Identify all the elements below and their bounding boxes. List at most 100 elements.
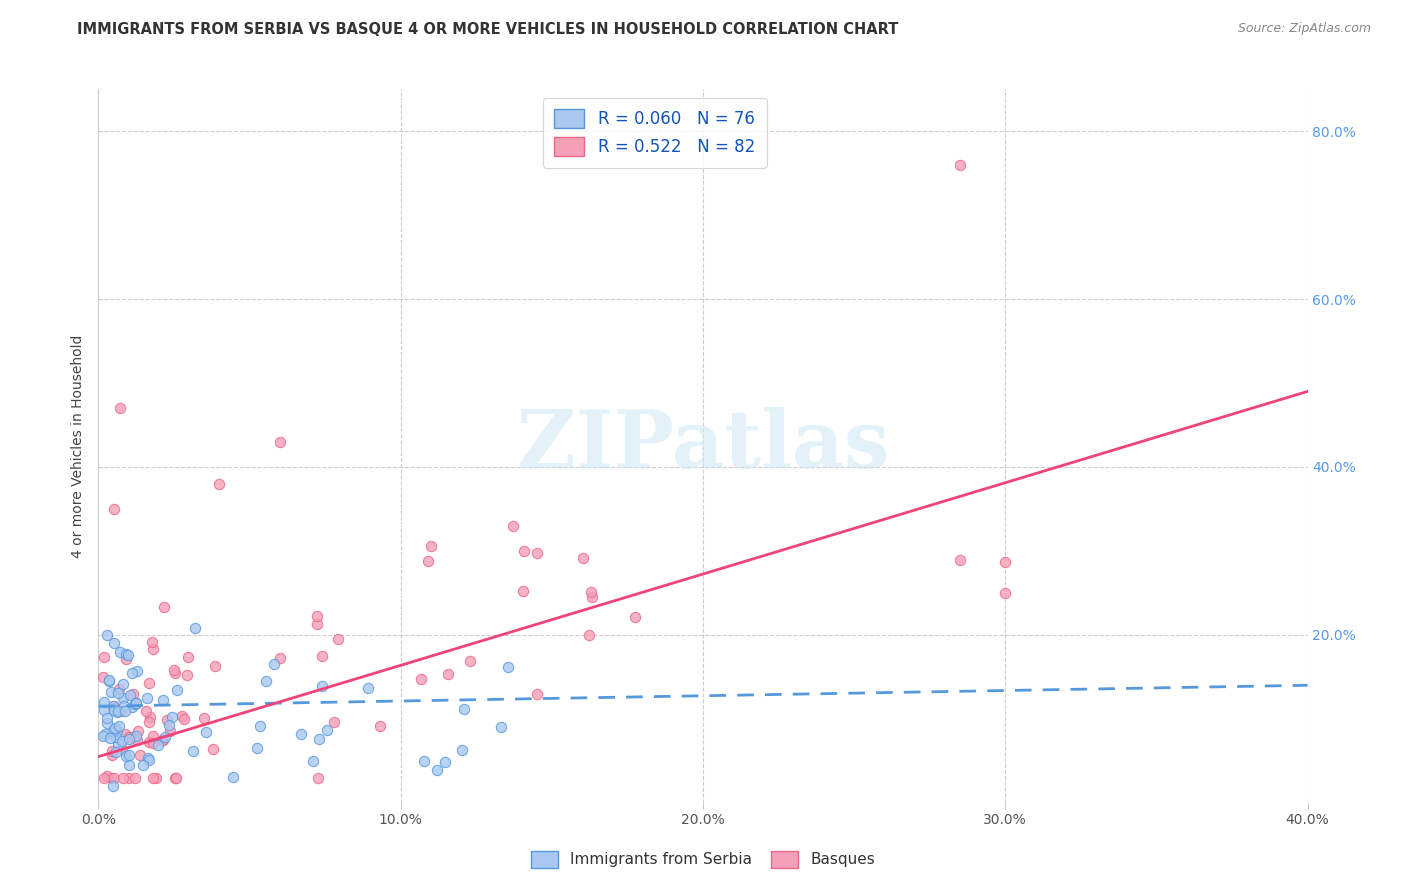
Point bbox=[419, 539, 441, 553]
Point bbox=[181, 744, 204, 758]
Point bbox=[165, 771, 187, 785]
Point bbox=[166, 682, 188, 697]
Point bbox=[526, 546, 548, 560]
Point bbox=[129, 747, 152, 762]
Point bbox=[142, 642, 165, 657]
Point bbox=[221, 770, 243, 784]
Point bbox=[101, 747, 124, 762]
Point bbox=[322, 715, 344, 730]
Point bbox=[105, 724, 128, 739]
Point bbox=[142, 771, 165, 785]
Point bbox=[176, 649, 198, 664]
Point bbox=[269, 434, 291, 449]
Point bbox=[269, 651, 291, 665]
Text: ZIPatlas: ZIPatlas bbox=[517, 407, 889, 485]
Point bbox=[121, 700, 143, 714]
Point bbox=[155, 730, 177, 744]
Point bbox=[100, 685, 122, 699]
Point bbox=[176, 668, 198, 682]
Point bbox=[153, 600, 176, 615]
Point bbox=[160, 710, 183, 724]
Point bbox=[498, 660, 520, 674]
Point bbox=[624, 609, 647, 624]
Point bbox=[307, 771, 329, 785]
Point bbox=[195, 725, 218, 739]
Legend: Immigrants from Serbia, Basques: Immigrants from Serbia, Basques bbox=[524, 845, 882, 873]
Point bbox=[489, 720, 512, 734]
Point bbox=[413, 754, 436, 768]
Point bbox=[127, 664, 149, 678]
Point bbox=[357, 681, 380, 695]
Point bbox=[316, 723, 339, 737]
Text: Source: ZipAtlas.com: Source: ZipAtlas.com bbox=[1237, 22, 1371, 36]
Point bbox=[581, 585, 603, 599]
Point bbox=[100, 771, 122, 785]
Point bbox=[104, 745, 127, 759]
Point bbox=[105, 705, 128, 719]
Point bbox=[111, 691, 134, 706]
Point bbox=[302, 754, 325, 768]
Point bbox=[124, 771, 146, 785]
Point bbox=[108, 401, 131, 416]
Point bbox=[124, 696, 146, 710]
Point bbox=[145, 771, 167, 785]
Point bbox=[118, 732, 141, 747]
Point bbox=[107, 737, 129, 751]
Point bbox=[184, 621, 207, 635]
Point bbox=[114, 727, 136, 741]
Point bbox=[411, 672, 433, 686]
Point bbox=[111, 742, 134, 756]
Point bbox=[103, 636, 125, 650]
Point bbox=[152, 693, 174, 707]
Point bbox=[578, 628, 600, 642]
Point bbox=[526, 687, 548, 701]
Point bbox=[125, 696, 148, 710]
Point bbox=[581, 591, 603, 605]
Point bbox=[146, 738, 169, 752]
Point bbox=[949, 158, 972, 172]
Point bbox=[93, 729, 115, 743]
Point bbox=[132, 757, 155, 772]
Point bbox=[307, 608, 329, 623]
Point bbox=[460, 654, 482, 668]
Point bbox=[165, 771, 187, 785]
Point bbox=[107, 705, 129, 719]
Legend: R = 0.060   N = 76, R = 0.522   N = 82: R = 0.060 N = 76, R = 0.522 N = 82 bbox=[543, 97, 766, 168]
Point bbox=[93, 771, 115, 785]
Point bbox=[93, 649, 115, 664]
Point bbox=[103, 699, 125, 714]
Point bbox=[328, 632, 350, 646]
Point bbox=[98, 673, 121, 687]
Point bbox=[110, 734, 132, 748]
Point bbox=[107, 686, 129, 700]
Point bbox=[114, 648, 136, 662]
Point bbox=[110, 704, 132, 718]
Point bbox=[308, 732, 330, 747]
Point bbox=[246, 741, 269, 756]
Point bbox=[115, 749, 138, 764]
Point bbox=[138, 715, 160, 730]
Point bbox=[204, 659, 226, 673]
Point bbox=[426, 763, 449, 777]
Point bbox=[93, 727, 115, 741]
Point bbox=[159, 724, 181, 739]
Point bbox=[138, 735, 160, 749]
Point bbox=[100, 744, 122, 758]
Point bbox=[98, 674, 121, 689]
Point bbox=[512, 584, 534, 599]
Point bbox=[311, 679, 333, 693]
Point bbox=[142, 729, 165, 743]
Point bbox=[307, 616, 329, 631]
Point bbox=[152, 732, 174, 747]
Point bbox=[107, 681, 129, 696]
Point bbox=[122, 687, 145, 701]
Point bbox=[96, 711, 118, 725]
Point bbox=[263, 657, 285, 672]
Point bbox=[138, 710, 160, 724]
Point bbox=[165, 665, 187, 680]
Point bbox=[103, 703, 125, 717]
Point bbox=[125, 729, 148, 743]
Point bbox=[103, 502, 125, 516]
Point bbox=[502, 519, 524, 533]
Point bbox=[163, 663, 186, 677]
